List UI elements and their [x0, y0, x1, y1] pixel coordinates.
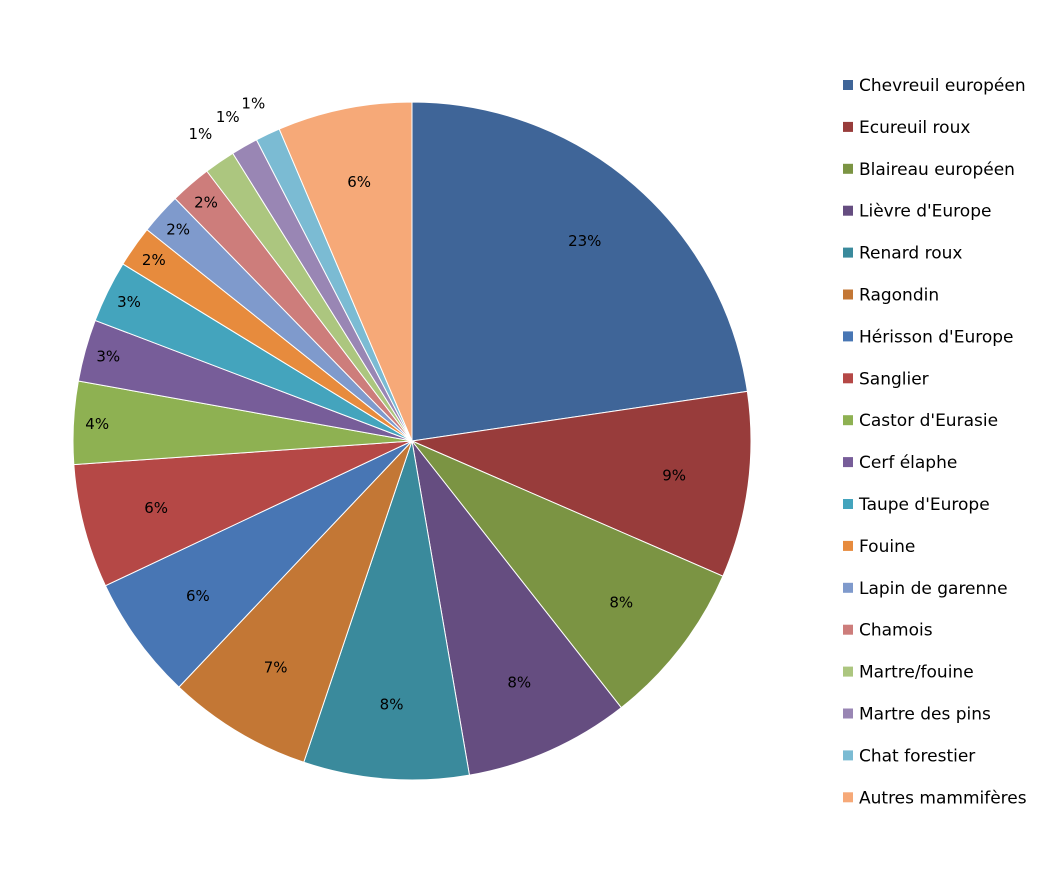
pie-percent-label: 2%: [166, 221, 190, 239]
legend-label: Martre des pins: [859, 705, 991, 725]
pie-slice: [278, 101, 413, 442]
legend-swatch: [843, 289, 853, 300]
pie-percent-label: 3%: [117, 293, 141, 311]
legend-swatch: [843, 540, 853, 551]
legend-swatch: [843, 331, 853, 342]
legend-label: Martre/fouine: [859, 663, 974, 683]
legend-swatch: [843, 205, 853, 216]
legend-label: Fouine: [859, 537, 915, 557]
legend-swatch: [843, 499, 853, 509]
pie-percent-label: 9%: [662, 467, 686, 485]
pie-slice: [73, 440, 413, 587]
legend-label: Sanglier: [859, 369, 929, 389]
pie-percent-label: 4%: [85, 415, 109, 433]
legend-swatch: [843, 457, 853, 468]
legend-label: Cerf élaphe: [859, 453, 957, 473]
legend-label: Chat forestier: [859, 746, 975, 766]
legend-swatch: [843, 247, 853, 258]
pie-slice: [411, 101, 748, 442]
legend-swatch: [843, 750, 853, 761]
legend: Chevreuil européen Ecureuil roux Blaireau …: [843, 76, 1027, 808]
legend-swatch: [843, 80, 853, 90]
legend-label: Hérisson d'Europe: [859, 327, 1014, 347]
pie-percent-label: 3%: [96, 348, 120, 366]
legend-swatch: [843, 792, 853, 803]
legend-label: Chamois: [859, 621, 933, 641]
pie-percent-label: 7%: [264, 659, 288, 677]
legend-swatch: [843, 121, 853, 132]
legend-swatch: [843, 666, 853, 677]
legend-label: Lièvre d'Europe: [859, 202, 991, 222]
pie-percent-labels: 23%9%8%8%8%7%6%6%4%3%3%2%2%2%1%1%1%6%: [85, 95, 686, 714]
pie-percent-label: 2%: [194, 193, 218, 211]
legend-swatch: [843, 415, 853, 426]
legend-swatch: [843, 624, 853, 635]
pie-percent-label: 8%: [507, 674, 531, 692]
pie-percent-label: 1%: [241, 95, 265, 113]
legend-label: Renard roux: [859, 244, 962, 264]
legend-label: Autres mammifères: [859, 788, 1027, 808]
pie-slice: [104, 440, 413, 688]
legend-label: Taupe d'Europe: [858, 495, 990, 515]
pie-slices: [72, 101, 752, 781]
legend-label: Castor d'Eurasie: [859, 411, 998, 431]
legend-swatch: [843, 373, 853, 384]
legend-swatch: [843, 163, 853, 174]
pie-slice: [411, 440, 623, 776]
pie-percent-label: 2%: [142, 251, 166, 269]
pie-slice: [411, 440, 724, 709]
legend-label: Chevreuil européen: [859, 76, 1026, 96]
pie-percent-label: 1%: [188, 125, 212, 143]
pie-slice: [410, 390, 752, 577]
pie-percent-label: 8%: [380, 696, 404, 714]
legend-label: Ragondin: [859, 286, 939, 306]
pie-percent-label: 6%: [144, 499, 168, 517]
pie-percent-label: 6%: [186, 587, 210, 605]
legend-label: Blaireau européen: [859, 160, 1015, 180]
legend-label: Lapin de garenne: [859, 579, 1008, 599]
pie-slice: [303, 440, 471, 781]
legend-swatch: [843, 582, 853, 593]
pie-percent-label: 6%: [347, 173, 371, 191]
legend-swatch: [843, 708, 853, 719]
pie-percent-label: 8%: [609, 594, 633, 612]
legend-label: Ecureuil roux: [859, 118, 970, 138]
pie-slice: [178, 440, 413, 763]
pie-percent-label: 23%: [568, 232, 601, 250]
pie-percent-label: 1%: [216, 108, 240, 126]
